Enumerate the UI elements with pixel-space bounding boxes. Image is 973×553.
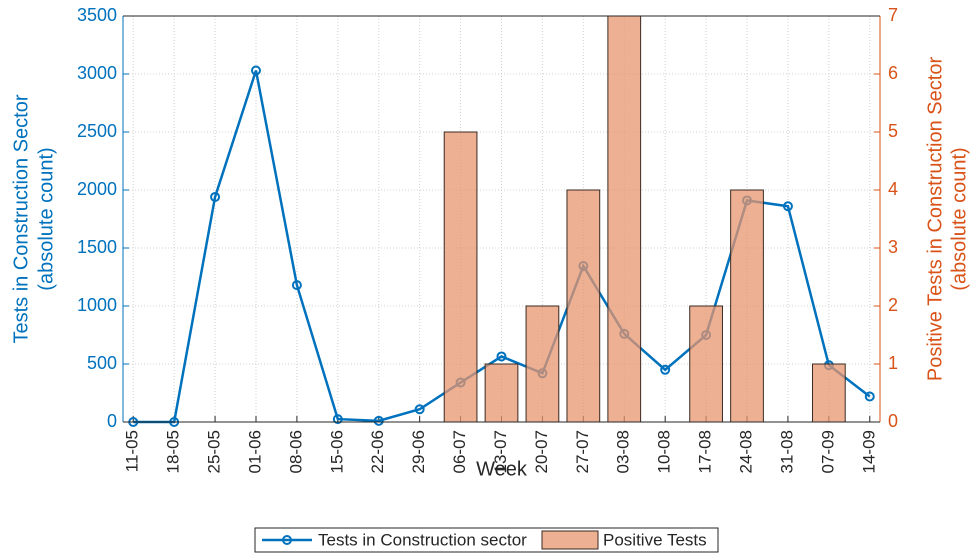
x-tick-label: 06-07 (450, 430, 469, 473)
x-tick-label: 31-08 (777, 430, 796, 473)
y2-tick-label: 4 (888, 179, 898, 199)
y2-tick-label: 2 (888, 295, 898, 315)
x-axis-label: Week (476, 458, 528, 480)
x-tick-label: 13-07 (491, 430, 510, 473)
x-tick-label: 15-06 (327, 430, 346, 473)
bar (484, 363, 519, 423)
y-tick-label: 1000 (77, 295, 117, 315)
y-tick-label: 3000 (77, 63, 117, 83)
bar (566, 189, 601, 423)
y2-axis-label: (absolute count) (948, 147, 970, 290)
x-tick-label: 11-05 (123, 430, 142, 472)
bar (689, 305, 723, 423)
x-tick-label: 03-08 (614, 430, 633, 473)
legend-label: Tests in Construction sector (318, 530, 527, 549)
data-point (291, 280, 302, 291)
y2-tick-label: 1 (888, 353, 898, 373)
legend-swatch (541, 530, 599, 550)
y-tick-label: 2500 (77, 121, 117, 141)
legend-box (254, 527, 719, 553)
y2-tick-label: 6 (888, 63, 898, 83)
y-tick-label: 3500 (77, 5, 117, 25)
y-axis-label: Tests in Construction Sector (10, 94, 32, 343)
legend-marker (282, 535, 292, 545)
x-tick-label: 14-09 (859, 430, 878, 473)
y2-tick-label: 3 (888, 237, 898, 257)
y2-tick-label: 7 (888, 5, 898, 25)
y2-tick-label: 5 (888, 121, 898, 141)
y-tick-label: 0 (107, 411, 117, 431)
data-point (373, 415, 384, 426)
bar (443, 131, 478, 423)
y-tick-label: 500 (87, 353, 117, 373)
x-tick-label: 17-08 (696, 430, 715, 473)
y-axis-label: (absolute count) (35, 147, 57, 290)
data-point (864, 391, 875, 402)
data-point (414, 404, 425, 415)
data-point (496, 351, 507, 362)
bar (811, 363, 846, 423)
legend-label: Positive Tests (603, 530, 707, 549)
bar (525, 305, 560, 423)
x-tick-label: 24-08 (736, 430, 755, 473)
x-tick-label: 27-07 (573, 430, 592, 473)
x-tick-label: 29-06 (409, 430, 428, 473)
data-point (782, 201, 793, 212)
x-tick-label: 07-09 (818, 430, 837, 473)
x-tick-label: 22-06 (368, 430, 387, 473)
data-point (660, 364, 671, 375)
bar (730, 189, 764, 423)
bar (607, 15, 642, 423)
x-tick-label: 08-06 (286, 430, 305, 473)
data-point (210, 191, 221, 202)
x-tick-label: 01-06 (245, 430, 264, 473)
y2-axis-label: Positive Tests in Construction Sector (924, 57, 946, 382)
x-tick-label: 20-07 (532, 430, 551, 473)
data-point (332, 414, 343, 425)
x-tick-label: 18-05 (164, 430, 183, 473)
x-tick-label: 25-05 (205, 430, 224, 473)
legend: Tests in Construction sector Positive Tes… (254, 527, 719, 553)
y2-tick-label: 0 (888, 411, 898, 431)
data-point (250, 65, 261, 76)
y-tick-label: 2000 (77, 179, 117, 199)
y-tick-label: 1500 (77, 237, 117, 257)
x-tick-label: 10-08 (655, 430, 674, 473)
